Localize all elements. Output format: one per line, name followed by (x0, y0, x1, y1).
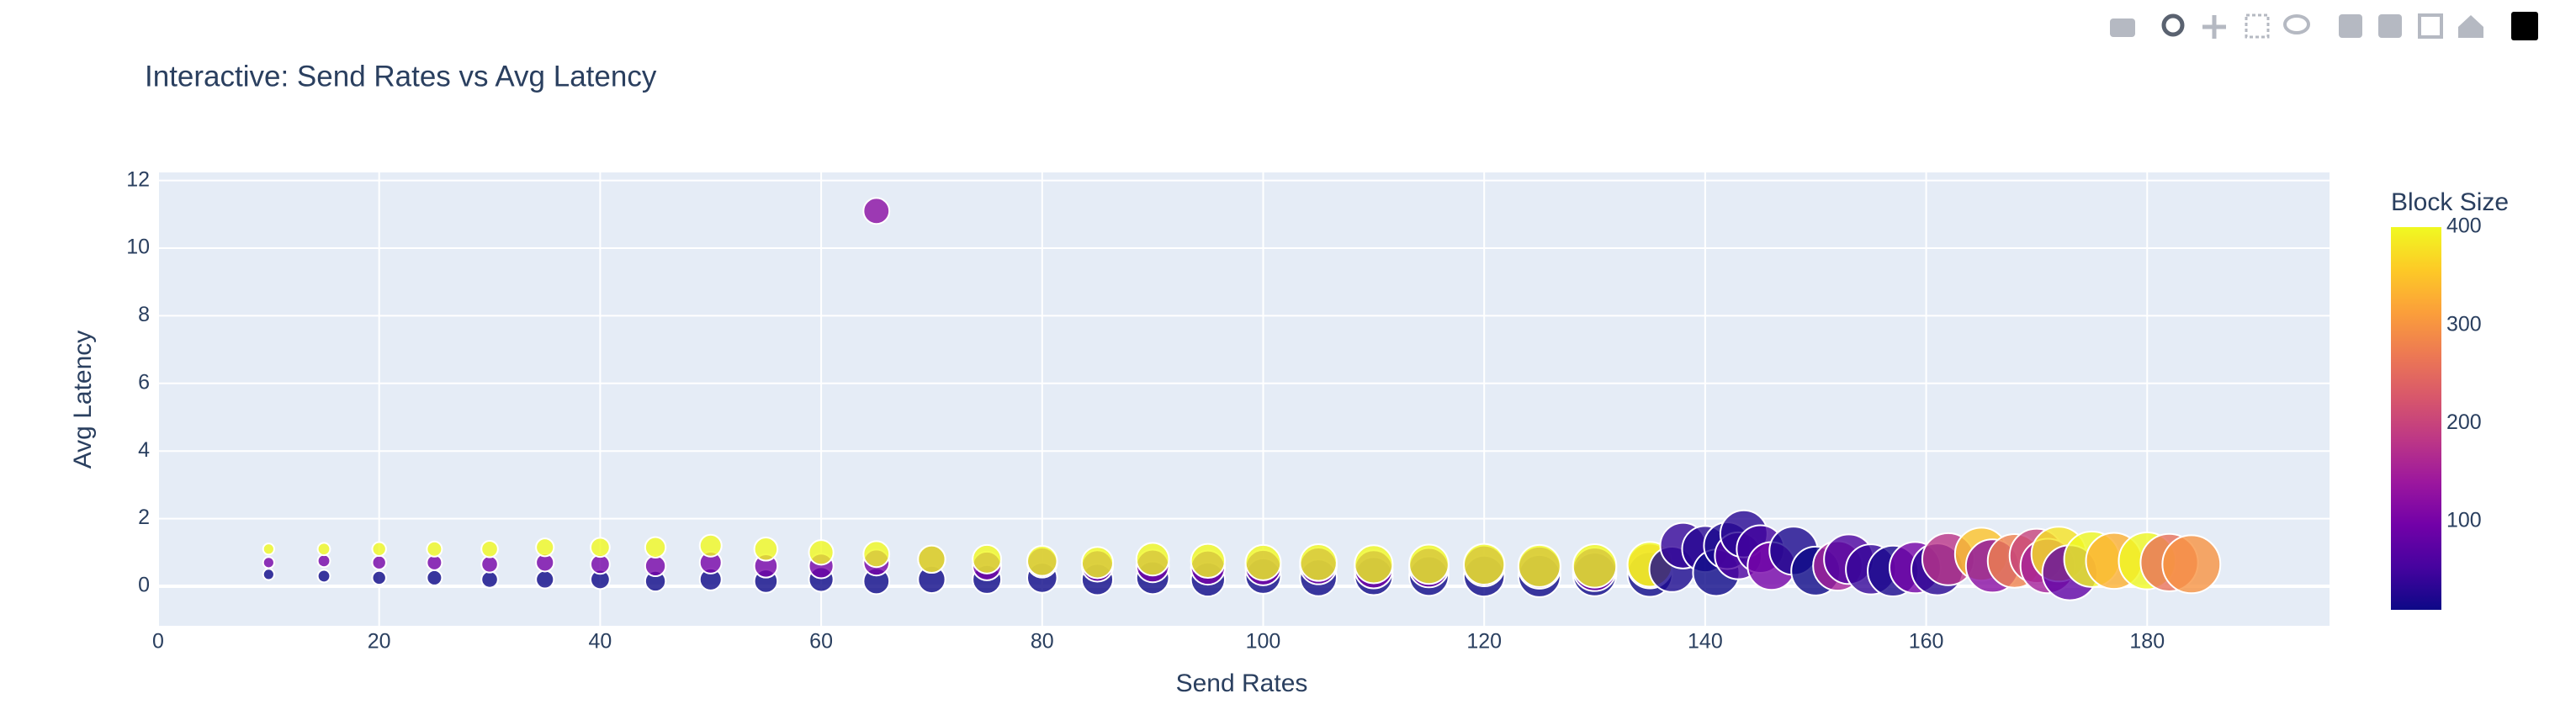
camera-icon[interactable] (2110, 19, 2135, 37)
scatter-point (316, 542, 331, 557)
scatter-point (480, 570, 499, 589)
scatter-point (1408, 543, 1450, 585)
scatter-point (862, 197, 891, 225)
scatter-point (1135, 542, 1170, 577)
y-tick-label: 8 (138, 303, 150, 326)
scatter-point (480, 555, 499, 574)
colorbar-tick-label: 100 (2446, 509, 2482, 532)
scatter-point (808, 539, 835, 566)
scatter-point (426, 540, 443, 558)
scatter-point (1244, 543, 1282, 581)
reset-icon[interactable] (2458, 15, 2483, 38)
scatter-point (316, 569, 331, 584)
scatter-point (426, 569, 443, 586)
scatter-point (2161, 534, 2222, 595)
x-tick-label: 20 (368, 630, 391, 654)
scatter-point (1190, 543, 1227, 580)
scatter-point (316, 553, 331, 569)
scatter-point (644, 536, 667, 559)
x-tick-label: 80 (1031, 630, 1054, 654)
scatter-point (1517, 543, 1561, 588)
y-axis-title: Avg Latency (69, 331, 97, 469)
scatter-point (1299, 543, 1338, 582)
scatter-point (698, 533, 723, 558)
colorbar-tick-label: 200 (2446, 410, 2482, 434)
scatter-point (262, 556, 275, 569)
scatter-point (862, 540, 891, 569)
scatter-point (753, 536, 779, 562)
scatter-point (371, 554, 387, 571)
y-tick-label: 6 (138, 370, 150, 394)
x-tick-label: 140 (1688, 630, 1723, 654)
chart-title: Interactive: Send Rates vs Avg Latency (145, 60, 657, 93)
scatter-point (972, 543, 1003, 574)
x-tick-label: 100 (1246, 630, 1281, 654)
scatter-point (535, 537, 555, 558)
scatter-point (1026, 545, 1058, 577)
y-tick-label: 2 (138, 506, 150, 529)
scatter-point (1354, 544, 1394, 585)
zoom-out-icon[interactable] (2378, 14, 2402, 38)
y-tick-label: 10 (126, 236, 150, 259)
x-tick-label: 40 (588, 630, 612, 654)
scatter-point (262, 543, 275, 556)
x-tick-label: 0 (152, 630, 164, 654)
lasso-icon[interactable] (2283, 14, 2310, 34)
scatter-point (535, 569, 555, 590)
zoom-in-icon[interactable] (2339, 14, 2362, 38)
colorbar-title: Block Size (2391, 188, 2509, 216)
zoom-icon[interactable] (2161, 13, 2185, 37)
scatter-point (480, 539, 499, 559)
scatter-point (644, 554, 667, 578)
colorbar-tick-label: 400 (2446, 214, 2482, 238)
scatter-point (371, 569, 387, 586)
scatter-point (589, 537, 611, 559)
y-tick-label: 4 (138, 438, 150, 462)
autoscale-icon[interactable] (2418, 13, 2443, 39)
x-tick-label: 180 (2129, 630, 2165, 654)
scatter-point (262, 568, 275, 581)
plotly-logo[interactable] (2511, 12, 2538, 40)
colorbar-tick-label: 300 (2446, 312, 2482, 336)
x-axis-title: Send Rates (1176, 670, 1308, 697)
box-select-icon[interactable] (2245, 13, 2270, 39)
x-tick-label: 120 (1466, 630, 1502, 654)
scatter-point (1080, 546, 1115, 580)
scatter-point (1572, 543, 1618, 589)
y-tick-label: 12 (126, 167, 150, 191)
modebar (2110, 12, 2538, 40)
scatter-point (917, 544, 946, 574)
x-tick-label: 160 (1909, 630, 1944, 654)
x-tick-label: 60 (809, 630, 833, 654)
y-tick-label: 0 (138, 574, 150, 597)
scatter-point (1462, 543, 1506, 586)
colorbar (2391, 227, 2441, 610)
pan-icon[interactable] (2202, 15, 2226, 39)
scatter-point (371, 541, 387, 557)
